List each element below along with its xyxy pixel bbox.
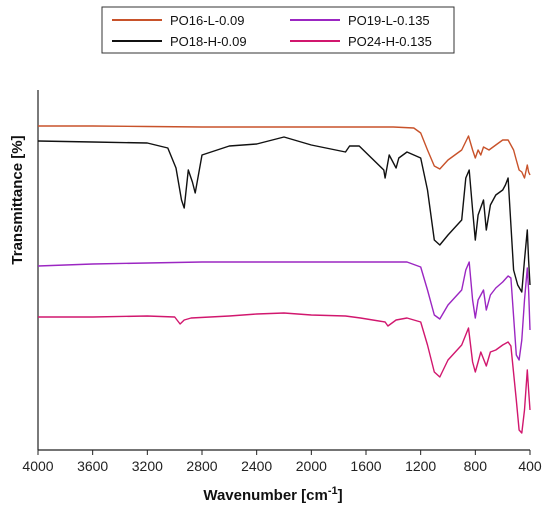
x-tick-label: 3200 xyxy=(132,458,163,474)
x-tick-label: 400 xyxy=(518,458,542,474)
y-axis-title: Transmittance [%] xyxy=(9,135,26,264)
x-tick-label: 1200 xyxy=(405,458,436,474)
x-tick-label: 2800 xyxy=(186,458,217,474)
series-line-2 xyxy=(37,261,531,361)
x-tick-label: 800 xyxy=(464,458,488,474)
legend-label-po16: PO16-L-0.09 xyxy=(170,13,244,28)
x-tick-label: 2000 xyxy=(296,458,327,474)
legend-label-po24: PO24-H-0.135 xyxy=(348,34,432,49)
plot-area: 4000 3600 3200 2800 2400 2000 1600 1200 800 400 xyxy=(22,90,542,474)
series-lines xyxy=(37,125,531,434)
legend-label-po19: PO19-L-0.135 xyxy=(348,13,430,28)
x-tick-label: 4000 xyxy=(22,458,53,474)
series-line-0 xyxy=(38,125,531,179)
x-axis-title-sup: -1 xyxy=(328,485,338,497)
x-axis-title: Wavenumber [cm-1] xyxy=(203,485,342,504)
x-axis-title-tail: ] xyxy=(338,487,343,504)
legend-label-po18: PO18-H-0.09 xyxy=(170,34,247,49)
series-line-1 xyxy=(37,136,531,293)
x-tick-label: 3600 xyxy=(77,458,108,474)
x-ticks: 4000 3600 3200 2800 2400 2000 1600 1200 800 400 xyxy=(22,450,542,474)
x-axis-title-main: Wavenumber [cm xyxy=(203,487,327,504)
x-tick-label: 1600 xyxy=(350,458,381,474)
x-tick-label: 2400 xyxy=(241,458,272,474)
series-line-3 xyxy=(38,312,531,434)
legend-box xyxy=(101,6,455,54)
legend: PO16-L-0.09 PO18-H-0.09 PO19-L-0.135 PO2… xyxy=(101,6,455,54)
